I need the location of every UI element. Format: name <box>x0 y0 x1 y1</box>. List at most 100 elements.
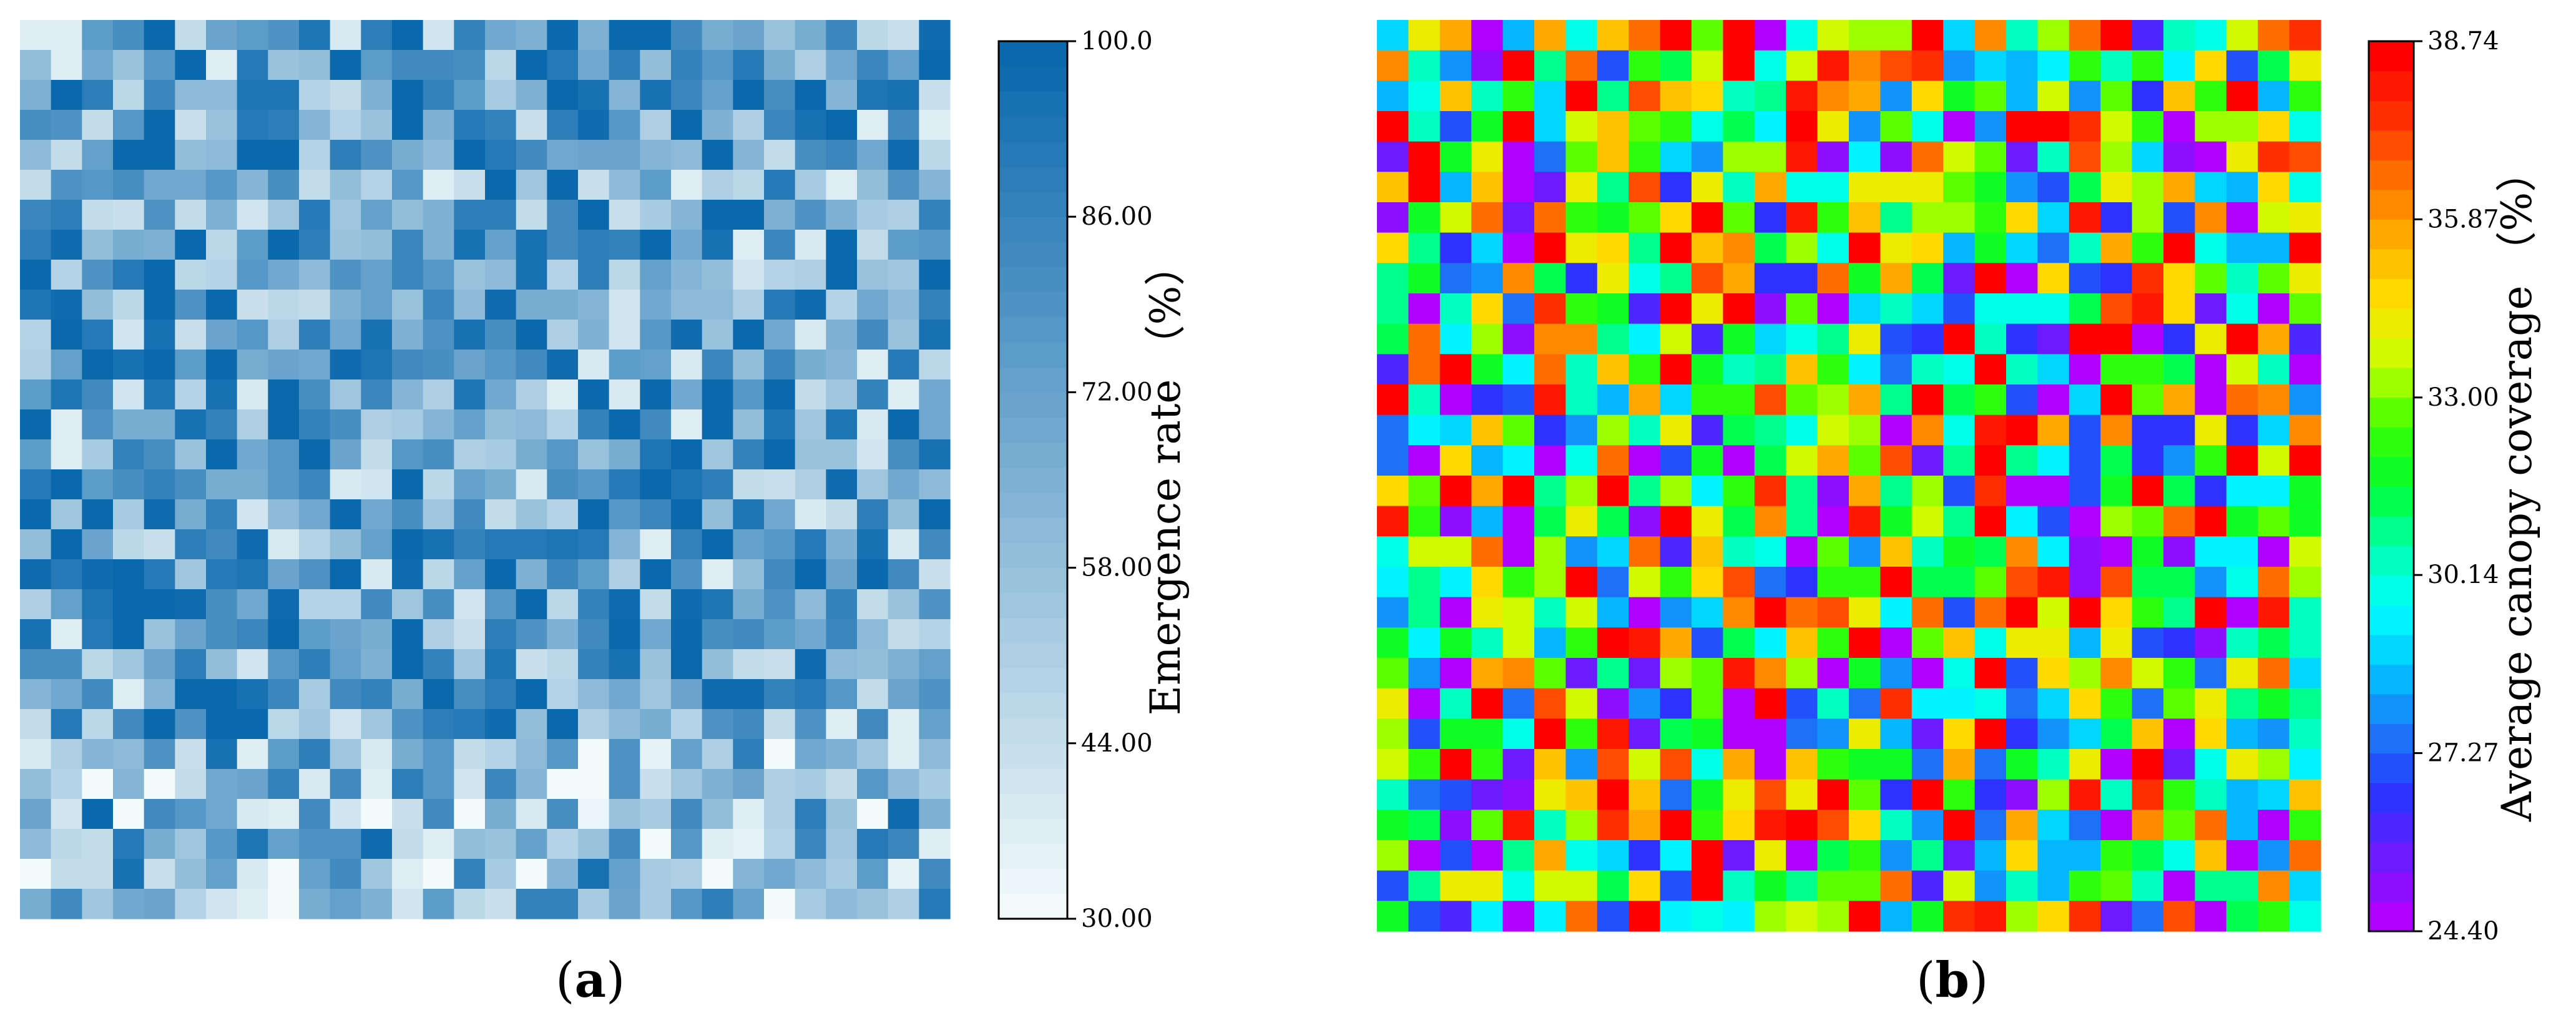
heatmap-cell <box>1817 141 1849 172</box>
heatmap-cell <box>361 709 393 740</box>
heatmap-cell <box>578 140 610 170</box>
heatmap-cell <box>764 290 796 320</box>
heatmap-cell <box>113 80 145 110</box>
heatmap-cell <box>578 20 610 51</box>
heatmap-cell <box>1786 476 1818 507</box>
colorbar-segment <box>999 367 1067 393</box>
heatmap-cell <box>1534 476 1566 507</box>
heatmap-cell <box>237 290 268 320</box>
colorbar-segment <box>2369 842 2414 873</box>
heatmap-cell <box>857 170 889 200</box>
heatmap-cell <box>51 409 82 440</box>
heatmap-cell <box>299 739 331 770</box>
heatmap-cell <box>1692 111 1723 142</box>
heatmap-cell <box>1408 414 1441 446</box>
heatmap-cell <box>2100 20 2133 51</box>
heatmap-cell <box>237 50 268 81</box>
heatmap-cell <box>330 649 361 680</box>
heatmap-cell <box>2163 870 2195 901</box>
heatmap-cell <box>578 320 610 350</box>
heatmap-cell <box>1786 81 1818 112</box>
heatmap-cell <box>578 350 610 380</box>
heatmap-cell <box>609 230 640 260</box>
heatmap-cell <box>1880 627 1912 658</box>
colorbar-segment <box>2369 723 2414 754</box>
heatmap-cell <box>1408 263 1441 294</box>
heatmap-cell <box>454 290 486 320</box>
heatmap-cell <box>2226 901 2258 932</box>
heatmap-cell <box>1723 50 1755 81</box>
heatmap-cell <box>2006 506 2038 537</box>
heatmap-cell <box>547 709 579 740</box>
heatmap-cell <box>2100 414 2133 446</box>
heatmap-cell <box>671 889 703 919</box>
heatmap-cell <box>361 409 393 440</box>
heatmap-cell <box>795 379 826 410</box>
heatmap-cell <box>82 829 114 859</box>
heatmap-cell <box>1471 810 1504 841</box>
heatmap-cell <box>51 619 82 650</box>
heatmap-cell <box>1911 688 1944 719</box>
heatmap-cell <box>2132 20 2164 51</box>
heatmap-cell <box>2100 749 2133 780</box>
heatmap-cell <box>1943 263 1976 294</box>
colorbar-segment <box>999 442 1067 468</box>
heatmap-cell <box>640 230 672 260</box>
heatmap-cell <box>826 559 858 590</box>
heatmap-cell <box>82 409 114 440</box>
heatmap-cell <box>2258 840 2290 871</box>
heatmap-cell <box>1911 658 1944 689</box>
heatmap-cell <box>268 589 300 620</box>
heatmap-cell <box>1880 384 1912 416</box>
heatmap-cell <box>764 709 796 740</box>
heatmap-cell <box>578 80 610 110</box>
heatmap-cell <box>1408 779 1441 810</box>
colorbar-segment <box>2369 397 2414 428</box>
heatmap-cell <box>1943 476 1976 507</box>
heatmap-cell <box>20 290 52 320</box>
heatmap-cell <box>1439 50 1472 81</box>
heatmap-cell <box>82 50 114 81</box>
heatmap-cell <box>888 499 919 530</box>
heatmap-cell <box>1974 536 2007 567</box>
heatmap-cell <box>1502 567 1535 598</box>
heatmap-cell <box>1817 172 1849 203</box>
heatmap-cell <box>206 320 238 350</box>
heatmap-cell <box>1723 81 1755 112</box>
heatmap-cell <box>423 50 454 81</box>
heatmap-cell <box>1628 414 1661 446</box>
colorbar-segment <box>999 392 1067 418</box>
colorbar-segment <box>999 316 1067 343</box>
heatmap-cell <box>516 559 547 590</box>
heatmap-cell <box>640 559 672 590</box>
heatmap-cell <box>2006 172 2038 203</box>
heatmap-cell <box>392 230 424 260</box>
heatmap-cell <box>516 679 547 710</box>
heatmap-cell <box>547 439 579 470</box>
heatmap-cell <box>268 200 300 230</box>
heatmap-cell <box>1660 232 1692 263</box>
heatmap-cell <box>113 320 145 350</box>
heatmap-cell <box>1943 323 1976 355</box>
heatmap-cell <box>1849 597 1881 628</box>
heatmap-cell <box>113 110 145 140</box>
heatmap-cell <box>795 439 826 470</box>
heatmap-cell <box>2226 506 2258 537</box>
heatmap-cell <box>361 559 393 590</box>
heatmap-cell <box>1660 658 1692 689</box>
heatmap-cell <box>1597 567 1629 598</box>
heatmap-cell <box>1754 506 1786 537</box>
heatmap-cell <box>671 799 703 830</box>
heatmap-cell <box>1502 263 1535 294</box>
colorbar-segment <box>2369 753 2414 783</box>
heatmap-cell <box>361 469 393 500</box>
heatmap-cell <box>609 320 640 350</box>
colorbar-segment <box>2369 41 2414 72</box>
heatmap-cell <box>2195 536 2227 567</box>
heatmap-cell <box>206 260 238 290</box>
heatmap-cell <box>423 649 454 680</box>
heatmap-cell <box>888 529 919 560</box>
heatmap-cell <box>1471 293 1504 325</box>
heatmap-cell <box>1565 263 1598 294</box>
heatmap-cell <box>1754 840 1786 871</box>
